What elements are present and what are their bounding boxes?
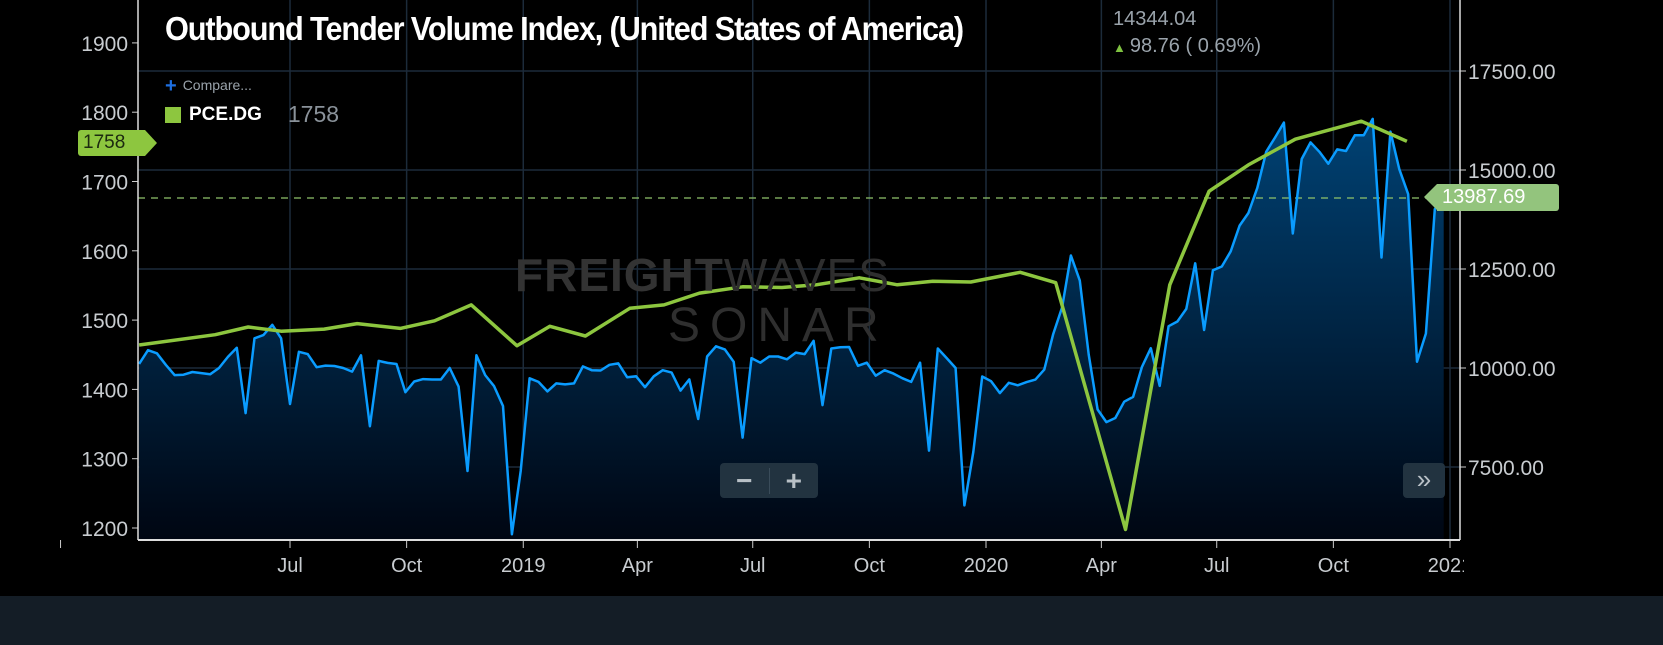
- area-layer: [139, 118, 1444, 540]
- x-tick-label: 2020: [964, 555, 1009, 577]
- tender-volume-line: [138, 117, 1445, 536]
- left-axis-label: 1300: [81, 449, 128, 472]
- right-axis-label: 7500.00: [1468, 457, 1544, 480]
- legend-swatch: [165, 106, 181, 123]
- left-axis-label: 1700: [81, 172, 128, 195]
- change-value: ▲ 98.76 ( 0.69%): [1113, 35, 1261, 58]
- up-arrow-icon: ▲: [1113, 40, 1126, 55]
- double-chevron-right-icon: »: [1416, 464, 1432, 494]
- watermark-product: SONAR: [668, 299, 889, 352]
- legend-series-name: PCE.DG: [189, 103, 262, 125]
- left-axis-label: 1400: [81, 379, 128, 402]
- left-axis-label: 1600: [81, 241, 128, 264]
- x-tick-label: Jul: [1204, 555, 1230, 577]
- last-value: 14344.04: [1113, 8, 1197, 30]
- zoom-divider: [768, 467, 770, 494]
- x-tick-label: 2021: [1428, 555, 1473, 577]
- x-tick-label: Oct: [391, 555, 423, 577]
- right-axis-value-tag: 13987.69: [1424, 184, 1559, 212]
- series-layer: [138, 117, 1445, 536]
- zoom-controls: − +: [720, 463, 818, 498]
- bottom-bar: [0, 596, 1663, 645]
- x-tick-label: 2018: [38, 555, 83, 577]
- x-tick-label: Oct: [1318, 555, 1350, 577]
- chart-title: Outbound Tender Volume Index, (United St…: [165, 10, 964, 47]
- x-tick-label: Oct: [854, 555, 886, 577]
- right-axis-label: 15000.00: [1468, 160, 1556, 183]
- x-tick-label: 2019: [501, 555, 546, 577]
- legend-series-value: 1758: [287, 101, 340, 127]
- change-text: 98.76 ( 0.69%): [1129, 35, 1262, 57]
- tender-volume-area: [139, 118, 1444, 540]
- x-tick-label: Apr: [1086, 555, 1117, 577]
- right-axis-label: 17500.00: [1468, 61, 1556, 84]
- left-axis-label: 1200: [81, 518, 128, 541]
- left-axis-label: 1800: [81, 102, 128, 125]
- left-axis-label: 1900: [81, 33, 128, 56]
- axes: 7500.00 10000.00 12500.00 15000.00 17500.00 1…: [60, 0, 1556, 548]
- right-axis-label: 10000.00: [1468, 358, 1556, 381]
- watermark-bold: FREIGHT: [515, 249, 724, 301]
- x-tick-label: Jul: [740, 555, 766, 577]
- scroll-right-button[interactable]: »: [1403, 463, 1445, 498]
- watermark-brand: FREIGHTWAVES: [515, 248, 890, 302]
- legend-item-pce-dg[interactable]: PCE.DG 1758: [165, 101, 339, 128]
- compare-button[interactable]: + Compare...: [165, 75, 252, 98]
- x-tick-label: Jul: [277, 555, 303, 577]
- left-axis-label: 1500: [81, 310, 128, 333]
- plus-icon: +: [165, 75, 177, 97]
- zoom-in-button[interactable]: +: [785, 465, 802, 496]
- compare-label: Compare...: [182, 77, 252, 93]
- x-tick-label: Apr: [622, 555, 653, 577]
- x-axis-labels: 2018 Jul Oct 2019 Apr Jul Oct 2020 Apr Jul Oct 2021: [38, 555, 1473, 577]
- zoom-out-button[interactable]: −: [736, 465, 753, 496]
- left-axis-value-tag: 1758: [78, 130, 157, 156]
- right-axis-label: 12500.00: [1468, 259, 1556, 282]
- watermark-light: WAVES: [723, 249, 890, 301]
